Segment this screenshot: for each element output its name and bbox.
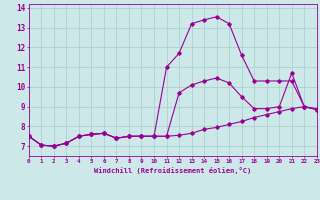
X-axis label: Windchill (Refroidissement éolien,°C): Windchill (Refroidissement éolien,°C): [94, 167, 252, 174]
